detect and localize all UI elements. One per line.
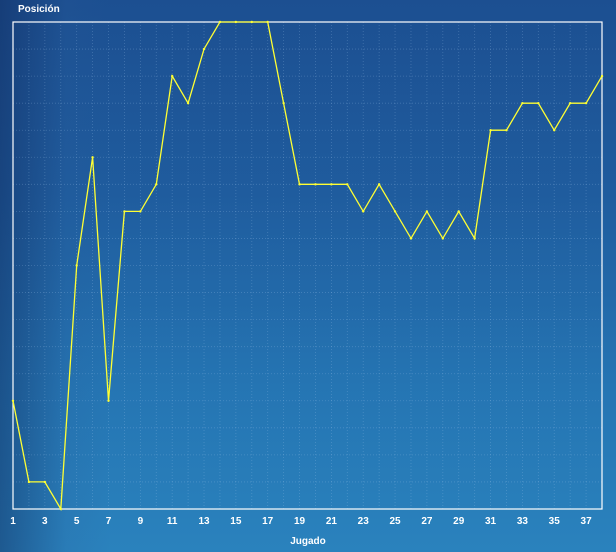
x-tick-label: 33 — [517, 516, 529, 527]
data-point — [346, 183, 349, 186]
data-point — [314, 183, 317, 186]
data-point — [505, 129, 508, 132]
data-point — [441, 237, 445, 240]
data-point — [473, 237, 476, 240]
data-point — [568, 101, 572, 105]
x-tick-label: 35 — [549, 516, 561, 527]
x-tick-label: 7 — [106, 516, 112, 527]
data-point — [362, 210, 365, 213]
x-tick-label: 9 — [138, 516, 144, 527]
data-point — [123, 210, 126, 213]
x-tick-label: 15 — [230, 516, 242, 527]
x-tick-label: 3 — [42, 516, 48, 527]
data-point — [11, 399, 15, 402]
data-point — [250, 20, 253, 24]
x-tick-label: 31 — [485, 516, 497, 527]
data-point — [75, 264, 78, 267]
y-axis-title: Posición — [18, 4, 60, 15]
x-tick-label: 1 — [10, 516, 16, 527]
x-tick-label: 27 — [421, 516, 433, 527]
data-point — [234, 20, 238, 24]
data-point — [584, 101, 588, 105]
x-tick-label: 37 — [581, 516, 593, 527]
data-point — [425, 210, 429, 213]
data-point — [170, 74, 174, 78]
plot-frame — [12, 21, 603, 510]
data-point — [91, 156, 94, 159]
x-tick-label: 23 — [358, 516, 370, 527]
x-tick-label: 11 — [167, 516, 178, 527]
x-tick-label: 25 — [389, 516, 401, 527]
data-point — [266, 20, 269, 24]
data-point — [393, 210, 397, 213]
background-decoration — [0, 0, 110, 552]
x-tick-labels: 1 3 5 7 9 11 13 15 17 19 21 23 25 27 29 31 33 35 37 — [10, 516, 592, 527]
data-point — [27, 480, 31, 484]
data-point — [600, 74, 604, 78]
data-point — [409, 237, 413, 240]
data-point — [457, 210, 460, 213]
x-tick-label: 19 — [294, 516, 306, 527]
x-tick-label: 13 — [198, 516, 210, 527]
data-point — [139, 210, 142, 213]
grid — [12, 21, 603, 510]
data-point — [377, 183, 381, 186]
x-axis-title: Jugado — [290, 536, 326, 547]
x-tick-label: 5 — [74, 516, 80, 527]
data-point — [186, 101, 190, 105]
data-point — [43, 480, 47, 484]
data-point — [282, 101, 285, 105]
data-point — [155, 183, 158, 186]
data-point — [537, 101, 540, 105]
data-point — [59, 507, 62, 511]
x-tick-label: 21 — [326, 516, 338, 527]
data-points — [11, 20, 604, 511]
data-point — [521, 101, 524, 105]
data-point — [553, 129, 556, 132]
data-point — [489, 129, 492, 132]
data-point — [330, 183, 333, 186]
x-tick-label: 29 — [453, 516, 465, 527]
x-tick-label: 17 — [262, 516, 274, 527]
data-point — [218, 20, 222, 24]
data-point — [298, 183, 301, 186]
data-point — [107, 399, 110, 402]
data-point — [202, 47, 206, 51]
series-line — [12, 21, 603, 512]
